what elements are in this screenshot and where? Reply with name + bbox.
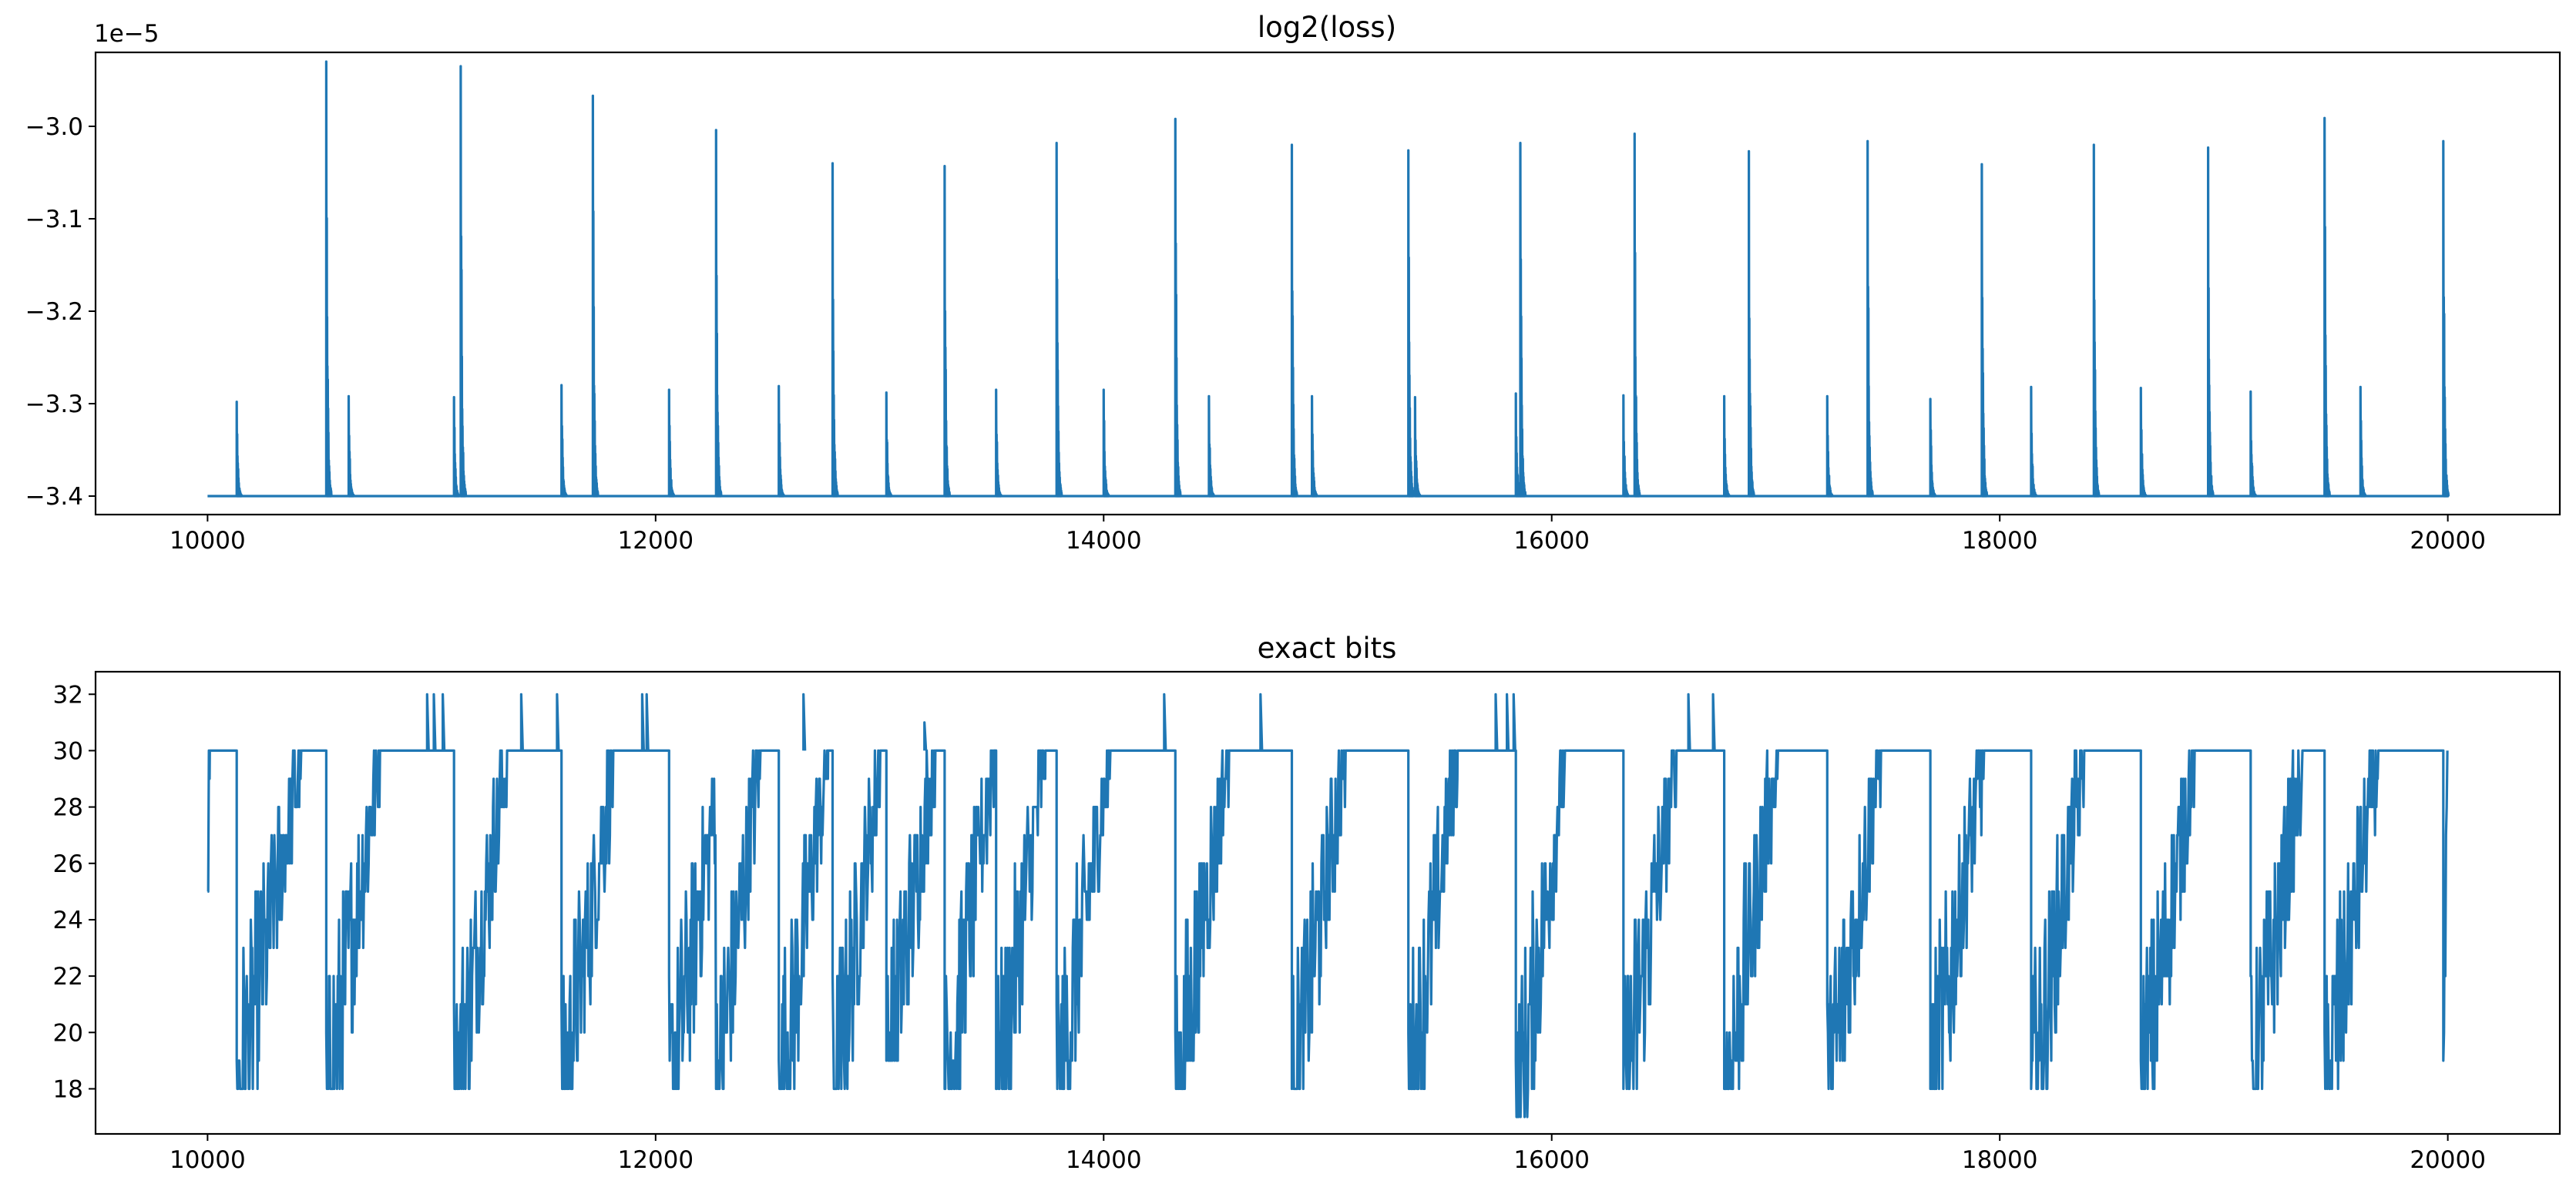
loss-spike [560,384,568,498]
bits-x-tick-label: 14000 [1066,1146,1142,1174]
bits-y-tick-label: 32 [53,681,83,709]
bits-y-ticks: 18 20 22 24 26 28 30 32 [53,681,96,1103]
loss-y-tick-label: −3.1 [25,206,83,233]
loss-spike [2249,390,2258,498]
loss-spike [1825,394,1834,498]
bits-excursion [519,693,524,751]
loss-spike [2442,139,2450,498]
loss-spike [1866,139,1874,498]
loss-spike [1748,149,1755,498]
loss-spike [1055,142,1063,498]
bits-excursion [640,693,645,751]
loss-spike [2030,385,2038,498]
bits-chart: exact bits 18 20 22 24 26 28 30 32 10000 12000 14… [53,632,2561,1174]
bits-y-tick-label: 22 [53,963,83,991]
bits-excursion [802,693,807,751]
loss-x-tick-label: 20000 [2410,527,2486,555]
loss-spike [1929,397,1937,498]
loss-spike [778,384,785,498]
bits-excursion [1512,693,1516,751]
loss-spike [1311,394,1318,498]
loss-x-tick-label: 10000 [170,527,246,555]
bits-x-tick-label: 16000 [1513,1146,1590,1174]
loss-spike [1723,394,1731,498]
loss-spike [2207,146,2215,498]
loss-spike [1519,142,1527,498]
loss-y-tick-label: −3.2 [25,298,83,326]
loss-x-tick-label: 16000 [1513,527,1590,555]
bits-excursion [556,693,560,751]
loss-spike [1980,163,1989,498]
bits-y-tick-label: 26 [53,850,83,878]
bits-x-tick-label: 10000 [170,1146,246,1174]
bits-x-tick-label: 18000 [1962,1146,2038,1174]
loss-spike [1407,149,1415,498]
loss-spike [324,60,333,498]
loss-spike [995,388,1003,498]
bits-series [207,693,2449,1119]
bits-excursion [923,721,928,751]
loss-spike [452,396,461,498]
bits-excursion [1494,693,1499,751]
loss-spike [2139,387,2148,498]
bits-line [207,749,2449,1119]
loss-spike [831,162,839,498]
bits-y-tick-label: 28 [53,794,83,822]
loss-y-tick-label: −3.4 [25,483,83,511]
bits-x-tick-label: 12000 [618,1146,694,1174]
bits-y-tick-label: 20 [53,1019,83,1047]
loss-spike [667,388,676,498]
loss-x-ticks: 10000 12000 14000 16000 18000 20000 [170,515,2486,555]
loss-spike [1290,143,1298,498]
bits-excursion [442,693,446,751]
loss-spike [459,65,468,498]
loss-y-ticks: −3.4 −3.3 −3.2 −3.1 −3.0 [25,113,96,511]
loss-spike [1413,396,1422,498]
loss-chart-title: log2(loss) [1258,11,1396,44]
bits-excursion [1711,693,1716,751]
loss-spike [943,165,952,498]
loss-x-tick-label: 14000 [1066,527,1142,555]
loss-axes-frame [94,51,2561,516]
loss-spike [1102,388,1110,498]
bits-chart-title: exact bits [1258,632,1397,665]
loss-spike [347,394,355,498]
bits-excursion [1163,693,1167,751]
loss-chart-offset-label: 1e−5 [94,20,160,48]
loss-spike [1622,394,1630,498]
bits-axes-frame [94,670,2561,1135]
bits-excursion [432,693,437,751]
loss-spike [235,401,243,498]
loss-y-tick-label: −3.3 [25,391,83,418]
loss-spike [2323,116,2331,498]
bits-excursion [1506,693,1510,751]
loss-x-tick-label: 18000 [1962,527,2038,555]
bits-y-tick-label: 24 [53,907,83,934]
loss-spike [1174,117,1182,498]
loss-y-tick-label: −3.0 [25,113,83,141]
loss-spike [885,391,893,498]
bits-x-tick-label: 20000 [2410,1146,2486,1174]
bits-excursion [645,693,650,751]
bits-excursion [1687,693,1691,751]
bits-x-ticks: 10000 12000 14000 16000 18000 20000 [170,1134,2486,1174]
loss-spike [1633,132,1641,498]
loss-series [207,60,2450,498]
bits-excursion [1259,693,1264,751]
loss-x-tick-label: 12000 [618,527,694,555]
loss-chart: log2(loss) 1e−5 −3.4 −3.3 −3.2 −3.1 −3.0 100… [25,11,2561,555]
bits-y-tick-label: 30 [53,737,83,765]
bits-excursion [425,693,430,751]
loss-spike [591,94,599,498]
loss-spike [1207,394,1216,498]
loss-spike [2092,143,2101,498]
loss-spike [714,129,723,498]
bits-y-tick-label: 18 [53,1075,83,1103]
loss-spike [2359,385,2367,498]
